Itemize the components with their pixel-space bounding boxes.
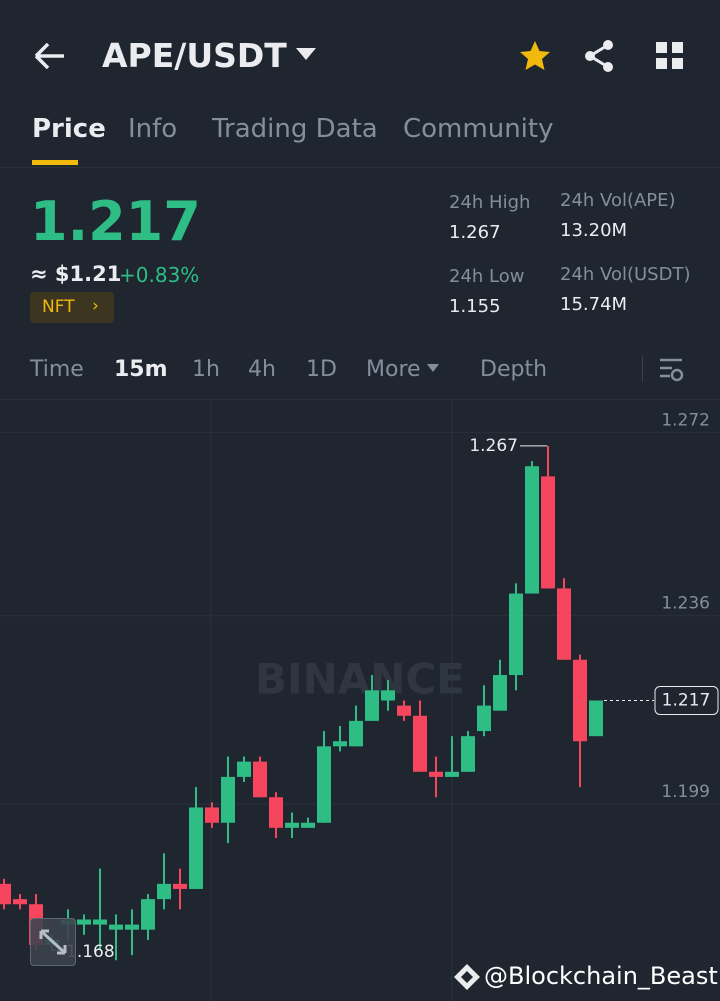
menu-grid[interactable] [654, 40, 686, 72]
candle-body [269, 797, 283, 828]
candle-body [541, 476, 555, 589]
timeframe[interactable]: Depth [480, 357, 548, 382]
candle-body [461, 736, 475, 772]
candle-body [77, 919, 91, 925]
tab[interactable]: Price [32, 114, 106, 144]
candle-body [285, 822, 299, 828]
candle-body [413, 715, 427, 772]
candle-body [445, 771, 459, 777]
last-price-label: 1.217 [662, 691, 711, 711]
candle-body [205, 807, 219, 823]
y-tick-label: 1.272 [661, 410, 710, 430]
candle-body [125, 924, 139, 930]
candle-body [93, 919, 107, 925]
candle-body [589, 700, 603, 737]
candle-body [301, 822, 315, 828]
tab[interactable]: Community [403, 114, 554, 144]
pair-title[interactable]: APE/USDT [102, 36, 287, 75]
candle-body [525, 466, 539, 594]
high-label: 1.267 [469, 436, 518, 456]
candle-body [429, 771, 443, 777]
expand-icon [39, 929, 67, 955]
candle-body [173, 883, 187, 889]
nft-badge[interactable]: NFT › [30, 292, 114, 323]
stat-value: 15.74M [560, 294, 628, 315]
stat-label: 24h Vol(APE) [560, 190, 676, 211]
candle-body [141, 899, 155, 930]
candle-body [365, 690, 379, 721]
candle-body [333, 741, 347, 747]
tab[interactable]: Trading Data [212, 114, 378, 144]
timeframe[interactable]: 4h [248, 357, 276, 382]
y-tick-label: 1.236 [661, 594, 710, 614]
candle-body [477, 705, 491, 732]
candle-body [253, 761, 267, 798]
candle-body [493, 675, 507, 711]
candle-body [13, 899, 27, 905]
divider [0, 167, 720, 168]
nft-label: NFT [42, 297, 75, 317]
candle-body [0, 883, 11, 905]
candle-body [509, 593, 523, 676]
candle-body [573, 659, 587, 742]
share-button[interactable] [582, 38, 618, 74]
tab[interactable]: Info [128, 114, 178, 144]
candle-body [397, 705, 411, 716]
stat-value: 1.155 [449, 296, 501, 317]
nft-arrow: › [92, 296, 99, 316]
last-price-box [654, 686, 719, 715]
low-label: 1.168 [66, 942, 115, 962]
stat-value: 13.20M [560, 220, 628, 241]
watermark: BINANCE [255, 655, 465, 704]
candle-body [237, 761, 251, 777]
candle-body [381, 690, 395, 701]
stat-label: 24h Low [449, 266, 525, 287]
candlestick-chart: BINANCE 1.272 1.236 1.199 1.267 1.168 1.217 [0, 400, 720, 1001]
credit-logo [454, 964, 480, 990]
stat-value: 1.267 [449, 222, 501, 243]
candle-body [557, 588, 571, 660]
credit: @Blockchain_Beast [484, 962, 718, 990]
stat-label: 24h Vol(USDT) [560, 264, 691, 285]
timeframe[interactable]: Time [30, 357, 84, 382]
separator [642, 356, 643, 382]
price-change: +0.83% [119, 263, 200, 287]
more-dropdown[interactable] [425, 362, 441, 374]
candle-body [221, 776, 235, 823]
fullscreen-button[interactable] [30, 918, 76, 966]
candle-body [317, 746, 331, 823]
y-tick-label: 1.199 [661, 782, 710, 802]
candle-body [349, 720, 363, 747]
tab-underline [32, 160, 78, 165]
timeframe[interactable]: 1D [306, 357, 337, 382]
chart-settings[interactable] [658, 356, 686, 384]
stat-label: 24h High [449, 192, 531, 213]
timeframe[interactable]: 15m [114, 357, 168, 382]
pair-dropdown[interactable] [294, 46, 318, 62]
timeframe[interactable]: 1h [192, 357, 220, 382]
candle-body [109, 924, 123, 930]
candle-body [189, 807, 203, 889]
last-price: 1.217 [30, 190, 201, 253]
timeframe[interactable]: More [366, 357, 421, 382]
favorite-star[interactable] [516, 38, 554, 74]
divider [0, 399, 720, 400]
fiat-price: ≈ $1.21 [30, 262, 122, 286]
back-button[interactable] [30, 38, 70, 74]
candle-body [157, 883, 171, 900]
